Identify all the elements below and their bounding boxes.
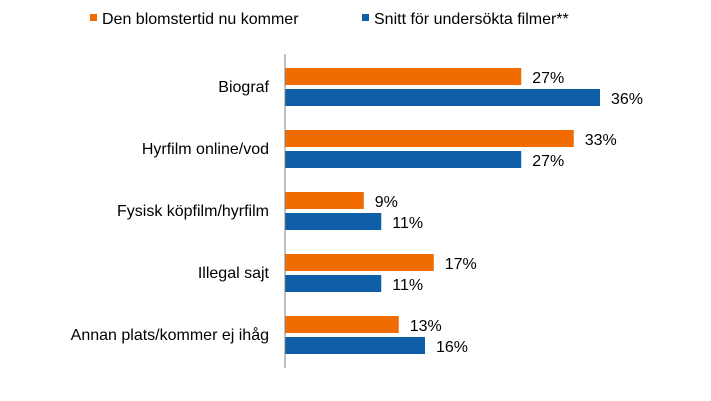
bar <box>285 130 574 147</box>
data-label: 13% <box>410 318 442 335</box>
bar <box>285 337 425 354</box>
legend-swatch-den-blomstertid <box>90 14 97 21</box>
data-label: 33% <box>585 132 617 149</box>
bar <box>285 316 399 333</box>
category-label: Biograf <box>218 79 269 96</box>
legend: Den blomstertid nu kommer Snitt för unde… <box>90 11 569 28</box>
legend-swatch-snitt <box>362 14 369 21</box>
category-label: Annan plats/kommer ej ihåg <box>71 326 269 344</box>
category-label: Fysisk köpfilm/hyrfilm <box>117 203 269 220</box>
bar <box>285 89 600 106</box>
bar <box>285 213 382 230</box>
data-label: 11% <box>392 277 423 294</box>
bar <box>285 192 364 209</box>
bar <box>285 275 382 292</box>
bar <box>285 254 434 271</box>
legend-label-den-blomstertid: Den blomstertid nu kommer <box>102 11 299 28</box>
data-label: 16% <box>436 339 468 356</box>
category-label: Illegal sajt <box>198 265 270 282</box>
legend-label-snitt: Snitt för undersökta filmer** <box>374 11 569 28</box>
data-label: 11% <box>392 215 423 232</box>
bar <box>285 151 522 168</box>
data-label: 9% <box>375 194 398 211</box>
data-label: 17% <box>445 256 477 273</box>
data-label: 27% <box>532 153 564 170</box>
plot-area: Biograf 27% 36% Hyrfilm online/vod 33% 27% Fys… <box>71 68 643 356</box>
bar <box>285 68 522 85</box>
data-label: 27% <box>532 70 564 87</box>
data-label: 36% <box>611 91 643 108</box>
category-label: Hyrfilm online/vod <box>142 141 269 158</box>
